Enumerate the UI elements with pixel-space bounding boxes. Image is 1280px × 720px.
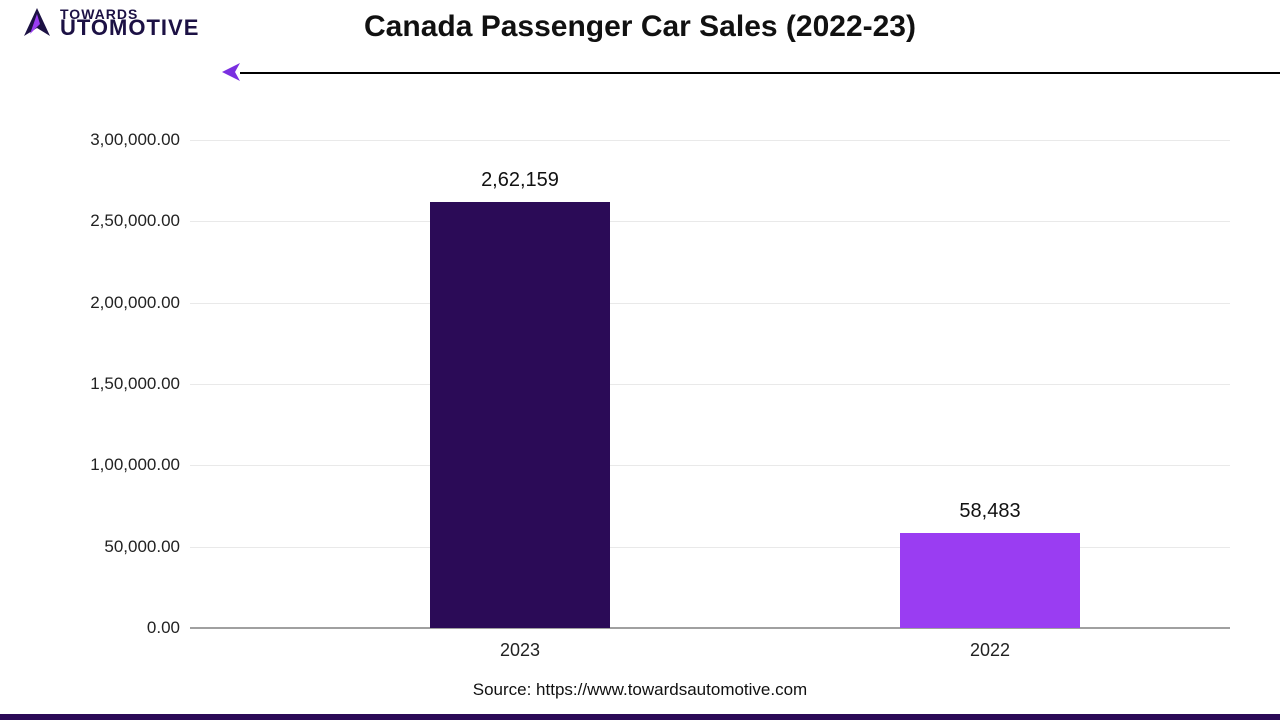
bar-value-label: 58,483 [890,500,1090,523]
x-tick-label: 2022 [890,640,1090,661]
bar-chart: 3,00,000.00 2,50,000.00 2,00,000.00 1,50… [60,140,1240,628]
grid-line [190,221,1230,222]
y-tick-label: 3,00,000.00 [60,130,180,150]
y-tick-label: 50,000.00 [60,537,180,557]
bar-2022 [900,533,1080,628]
x-tick-label: 2023 [420,640,620,661]
footer-strip [0,714,1280,720]
y-tick-label: 1,50,000.00 [60,374,180,394]
y-tick-label: 1,00,000.00 [60,455,180,475]
bar-2023 [430,202,610,628]
page: TOWARDS UTOMOTIVE Canada Passenger Car S… [0,0,1280,720]
source-text: Source: https://www.towardsautomotive.co… [0,680,1280,700]
arrow-left-icon [222,62,244,82]
grid-line [190,384,1230,385]
grid-line [190,140,1230,141]
plot-area: 2,62,159 58,483 2023 2022 [190,140,1230,628]
grid-line [190,303,1230,304]
grid-line [190,465,1230,466]
y-tick-label: 2,00,000.00 [60,293,180,313]
y-tick-label: 2,50,000.00 [60,211,180,231]
chart-title: Canada Passenger Car Sales (2022-23) [0,10,1280,44]
arrow-line [240,72,1280,74]
bar-value-label: 2,62,159 [420,169,620,192]
y-tick-label: 0.00 [60,618,180,638]
title-arrow [226,62,1280,82]
